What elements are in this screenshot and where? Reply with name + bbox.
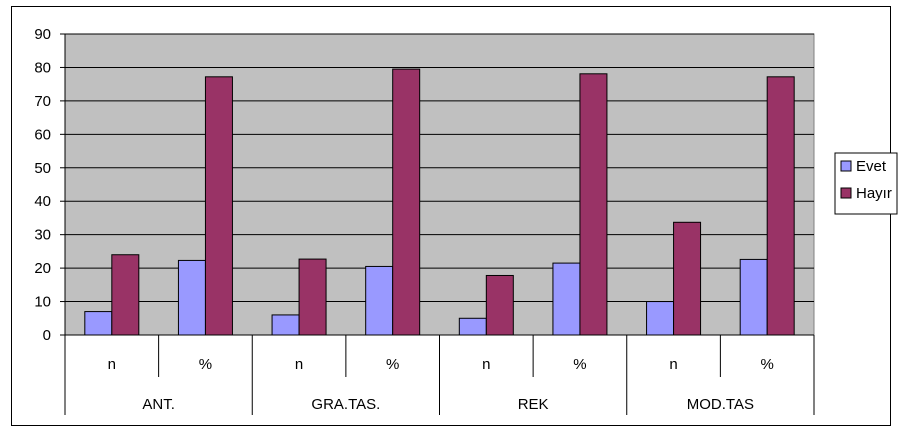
y-tick-label: 70 bbox=[34, 93, 51, 110]
y-tick-label: 60 bbox=[34, 126, 51, 143]
category-label: n bbox=[108, 356, 116, 373]
y-tick-label: 50 bbox=[34, 160, 51, 177]
group-label: ANT. bbox=[142, 396, 175, 413]
category-label: % bbox=[386, 356, 399, 373]
bar-evet-6 bbox=[646, 301, 675, 336]
category-label: n bbox=[669, 356, 677, 373]
y-tick-label: 90 bbox=[34, 26, 51, 43]
legend-label: Hayır bbox=[856, 185, 892, 202]
legend-label: Evet bbox=[856, 158, 887, 175]
bar-hayr-1 bbox=[204, 76, 233, 336]
bar-hayr-4 bbox=[485, 274, 514, 336]
group-label: GRA.TAS. bbox=[311, 396, 380, 413]
legend-box bbox=[834, 152, 898, 215]
y-tick-label: 30 bbox=[34, 227, 51, 244]
bar-evet-0 bbox=[84, 311, 113, 336]
category-label: % bbox=[573, 356, 586, 373]
bars bbox=[84, 68, 795, 336]
legend: Evet Hayır bbox=[834, 152, 898, 215]
category-label: % bbox=[761, 356, 774, 373]
bar-hayr-0 bbox=[111, 254, 140, 336]
y-axis: 0 10 20 30 40 50 60 70 80 90 bbox=[34, 26, 66, 344]
y-tick-label: 0 bbox=[43, 327, 51, 344]
x-axis: n% n% n% n % ANT. GRA.TAS. REK MOD.TAS bbox=[64, 334, 815, 415]
bar-hayr-2 bbox=[298, 258, 327, 336]
bar-evet-5 bbox=[552, 262, 581, 336]
bar-hayr-3 bbox=[392, 68, 421, 336]
y-tick-label: 10 bbox=[34, 294, 51, 311]
bar-hayr-5 bbox=[579, 73, 608, 336]
y-tick-label: 80 bbox=[34, 59, 51, 76]
y-tick-label: 20 bbox=[34, 260, 51, 277]
legend-swatch bbox=[840, 160, 852, 172]
legend-swatch bbox=[840, 187, 852, 199]
y-tick-label: 40 bbox=[34, 193, 51, 210]
bar-evet-4 bbox=[458, 317, 487, 336]
category-label: n bbox=[482, 356, 490, 373]
bar-hayr-7 bbox=[766, 76, 795, 336]
bar-hayr-6 bbox=[673, 221, 702, 336]
category-label: % bbox=[199, 356, 212, 373]
group-label: REK bbox=[518, 396, 549, 413]
group-label: MOD.TAS bbox=[687, 396, 754, 413]
bar-evet-1 bbox=[177, 259, 206, 336]
plot-area bbox=[64, 33, 815, 336]
category-label: n bbox=[295, 356, 303, 373]
bar-evet-7 bbox=[739, 258, 768, 336]
bar-evet-2 bbox=[271, 314, 300, 336]
bar-evet-3 bbox=[365, 265, 394, 336]
